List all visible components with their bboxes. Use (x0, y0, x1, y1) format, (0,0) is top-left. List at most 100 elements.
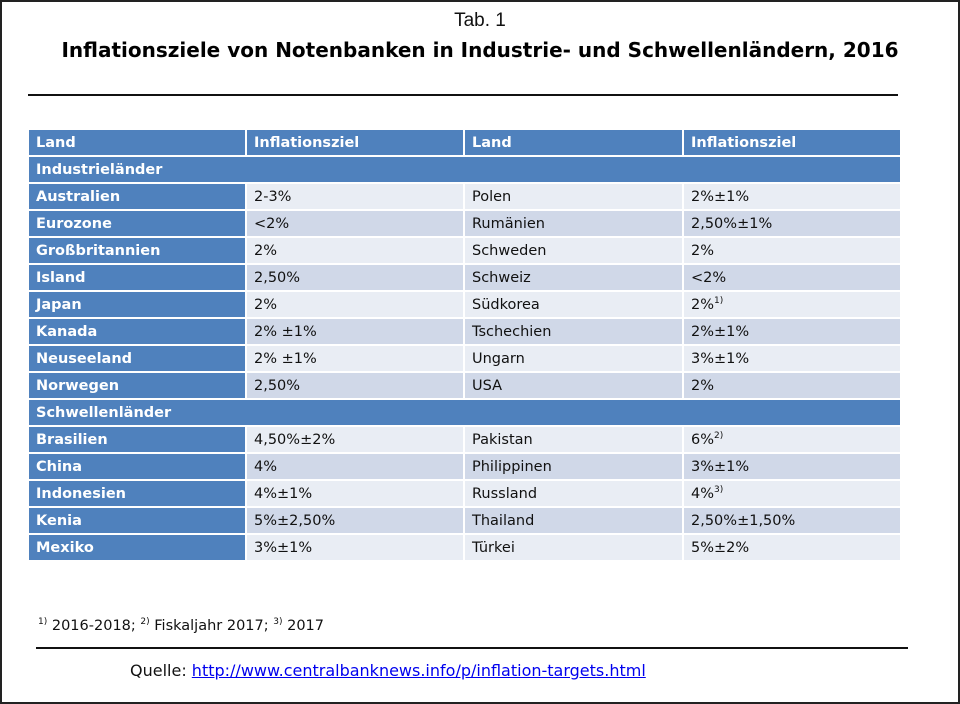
column-header: Inflationsziel (247, 130, 463, 155)
country-cell-text: Polen (472, 188, 512, 205)
column-header: Land (465, 130, 682, 155)
target-cell: 2% ±1% (247, 346, 463, 371)
country-cell: Brasilien (29, 427, 245, 452)
target-cell: 4,50%±2% (247, 427, 463, 452)
country-cell: Kanada (29, 319, 245, 344)
target-cell-text: 2,50% (254, 269, 301, 286)
target-cell-text: 2% (254, 296, 278, 313)
table-row: Kenia 5%±2,50% Thailand 2,50%±1,50% (29, 508, 900, 533)
target-cell: 2% (684, 373, 900, 398)
country-cell-text: Island (36, 269, 86, 286)
country-cell-text: Brasilien (36, 431, 108, 448)
country-cell: Indonesien (29, 481, 245, 506)
target-cell-text: 6% (691, 431, 715, 448)
footnote-ref: 2) (714, 430, 724, 441)
target-cell-text: 2%±1% (691, 188, 750, 205)
table-row: Island 2,50% Schweiz <2% (29, 265, 900, 290)
footnote-text: 2016-2018; (47, 618, 141, 634)
country-cell-text: China (36, 458, 83, 475)
country-cell-text: Kanada (36, 323, 98, 340)
target-cell: 2% (684, 238, 900, 263)
group-label: Industrieländer (29, 157, 900, 182)
divider (36, 647, 908, 649)
column-header: Land (29, 130, 245, 155)
country-cell-text: Japan (36, 296, 82, 313)
target-cell: 2%±1% (684, 184, 900, 209)
footnote-ref: 3) (714, 484, 724, 495)
target-cell: 6%2) (684, 427, 900, 452)
target-cell-text: 2% (691, 296, 715, 313)
country-cell-text: Türkei (472, 539, 515, 556)
country-cell-text: Tschechien (472, 323, 552, 340)
country-cell: Philippinen (465, 454, 682, 479)
group-row: Schwellenländer (29, 400, 900, 425)
column-header: Inflationsziel (684, 130, 900, 155)
target-cell: 4%±1% (247, 481, 463, 506)
target-cell-text: <2% (254, 215, 290, 232)
target-cell: 2,50% (247, 373, 463, 398)
table-row: Kanada 2% ±1% Tschechien 2%±1% (29, 319, 900, 344)
target-cell: 5%±2,50% (247, 508, 463, 533)
country-cell-text: Philippinen (472, 458, 552, 475)
source-link[interactable]: http://www.centralbanknews.info/p/inflat… (191, 661, 646, 680)
country-cell: Russland (465, 481, 682, 506)
country-cell-text: Rumänien (472, 215, 545, 232)
country-cell: Neuseeland (29, 346, 245, 371)
target-cell: 2% (247, 238, 463, 263)
country-cell: China (29, 454, 245, 479)
table-row: Großbritannien 2% Schweden 2% (29, 238, 900, 263)
target-cell-text: 5%±2% (691, 539, 750, 556)
group-row: Industrieländer (29, 157, 900, 182)
target-cell: 3%±1% (684, 346, 900, 371)
country-cell-text: Thailand (472, 512, 535, 529)
target-cell-text: 2% ±1% (254, 323, 317, 340)
target-cell: 4% (247, 454, 463, 479)
country-cell: Südkorea (465, 292, 682, 317)
country-cell: Australien (29, 184, 245, 209)
target-cell-text: 4% (691, 485, 715, 502)
footnotes: 1) 2016-2018; 2) Fiskaljahr 2017; 3) 201… (38, 617, 324, 635)
target-cell: 2,50%±1% (684, 211, 900, 236)
country-cell: Ungarn (465, 346, 682, 371)
country-cell: Türkei (465, 535, 682, 560)
target-cell-text: 2,50%±1% (691, 215, 773, 232)
target-cell: <2% (684, 265, 900, 290)
target-cell: 2%1) (684, 292, 900, 317)
table-row: Eurozone <2% Rumänien 2,50%±1% (29, 211, 900, 236)
country-cell: Eurozone (29, 211, 245, 236)
target-cell-text: 2%±1% (691, 323, 750, 340)
footnote-text: Fiskaljahr 2017; (149, 618, 274, 634)
country-cell: Norwegen (29, 373, 245, 398)
table-row: Japan 2% Südkorea 2%1) (29, 292, 900, 317)
inflation-targets-table: Land Inflationsziel Land Inflationsziel … (27, 128, 902, 562)
target-cell: 2%±1% (684, 319, 900, 344)
target-cell-text: 3%±1% (691, 458, 750, 475)
country-cell-text: Schweden (472, 242, 547, 259)
footnote-ref: 1) (714, 295, 724, 306)
country-cell-text: Mexiko (36, 539, 94, 556)
footnote-mark: 1) (38, 617, 48, 627)
country-cell-text: Norwegen (36, 377, 120, 394)
group-label: Schwellenländer (29, 400, 900, 425)
table-row: China 4% Philippinen 3%±1% (29, 454, 900, 479)
country-cell-text: Indonesien (36, 485, 126, 502)
country-cell-text: Kenia (36, 512, 82, 529)
target-cell-text: 4,50%±2% (254, 431, 336, 448)
target-cell-text: 2% (254, 242, 278, 259)
target-cell-text: 3%±1% (254, 539, 313, 556)
country-cell-text: Ungarn (472, 350, 525, 367)
target-cell-text: 2,50% (254, 377, 301, 394)
country-cell: Island (29, 265, 245, 290)
table-number: Tab. 1 (454, 10, 506, 31)
target-cell: 5%±2% (684, 535, 900, 560)
table-row: Australien 2-3% Polen 2%±1% (29, 184, 900, 209)
table-row: Norwegen 2,50% USA 2% (29, 373, 900, 398)
footnote-mark: 2) (140, 617, 150, 627)
table-row: Indonesien 4%±1% Russland 4%3) (29, 481, 900, 506)
country-cell: Kenia (29, 508, 245, 533)
table-header-row: Land Inflationsziel Land Inflationsziel (29, 130, 900, 155)
country-cell-text: USA (472, 377, 503, 394)
target-cell-text: 2% ±1% (254, 350, 317, 367)
country-cell-text: Australien (36, 188, 121, 205)
